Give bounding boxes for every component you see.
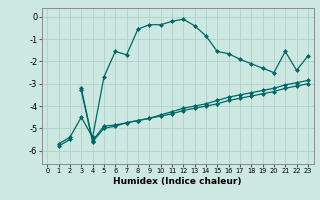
X-axis label: Humidex (Indice chaleur): Humidex (Indice chaleur) [113,177,242,186]
